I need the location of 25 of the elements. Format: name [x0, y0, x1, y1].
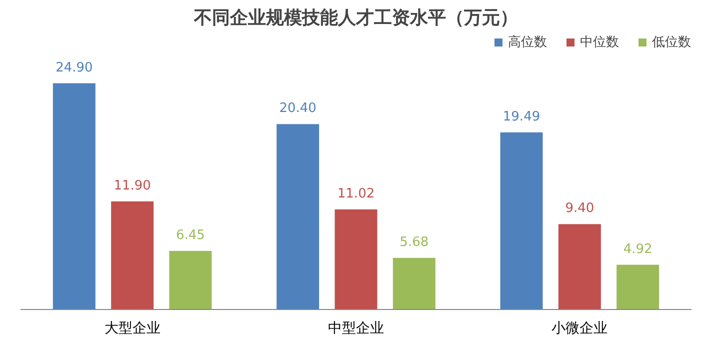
bar: [616, 264, 660, 310]
data-label: 4.92: [623, 242, 652, 257]
bar: [111, 201, 154, 310]
data-label: 9.40: [565, 201, 594, 216]
data-label: 5.68: [400, 234, 429, 250]
x-tick-label: 大型企业: [104, 320, 160, 336]
data-label: 6.45: [176, 228, 205, 243]
bar: [52, 83, 96, 310]
legend-label: 低位数: [652, 34, 691, 51]
bar: [558, 224, 601, 310]
data-label: 24.90: [56, 60, 93, 76]
x-tick-label: 中型企业: [328, 320, 384, 336]
bar: [169, 250, 212, 310]
data-label: 20.40: [279, 101, 316, 116]
x-tick-label: 小微企业: [552, 320, 608, 336]
bar: [334, 209, 378, 310]
bar: [276, 124, 320, 310]
data-label: 11.02: [337, 186, 375, 202]
legend-label: 高位数: [508, 34, 547, 51]
data-label: 19.49: [502, 109, 540, 124]
bar: [392, 258, 436, 310]
data-label: 11.90: [114, 178, 151, 194]
bar: [500, 132, 543, 310]
chart-title: 不同企业规模技能人才工资水平（万元）: [193, 8, 518, 28]
legend-label: 中位数: [580, 34, 619, 51]
